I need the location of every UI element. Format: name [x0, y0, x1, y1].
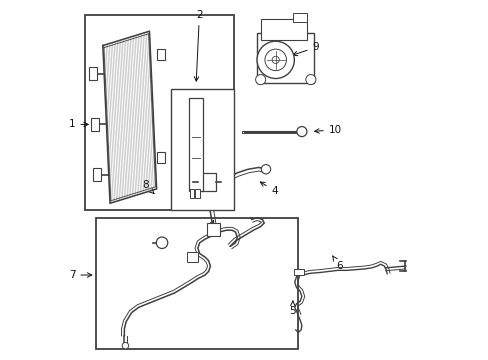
Text: 6: 6	[332, 256, 342, 271]
Bar	[198, 173, 215, 191]
Text: 3: 3	[206, 220, 213, 233]
Text: 8: 8	[142, 180, 154, 194]
Bar	[189, 189, 194, 198]
Bar	[188, 98, 202, 191]
Bar	[260, 19, 306, 40]
Circle shape	[305, 75, 315, 85]
Bar	[171, 89, 233, 211]
Bar	[195, 189, 200, 198]
Bar	[156, 49, 164, 60]
Text: 2: 2	[194, 10, 203, 81]
Text: 1: 1	[69, 120, 88, 129]
Text: 5: 5	[289, 300, 295, 316]
Circle shape	[257, 41, 294, 78]
Bar	[292, 13, 306, 22]
Circle shape	[264, 49, 286, 71]
Text: 10: 10	[314, 125, 341, 135]
Text: 4: 4	[260, 182, 278, 196]
Circle shape	[156, 237, 167, 248]
Bar	[88, 67, 97, 80]
Circle shape	[271, 56, 279, 63]
Bar	[96, 218, 298, 348]
Circle shape	[296, 127, 306, 136]
Text: 9: 9	[292, 42, 319, 56]
Bar	[257, 33, 314, 83]
Bar	[156, 152, 164, 163]
Bar	[206, 223, 220, 235]
Circle shape	[261, 165, 270, 174]
Bar	[93, 168, 101, 181]
Circle shape	[122, 342, 128, 349]
Bar	[85, 15, 233, 211]
Bar	[91, 118, 99, 131]
Text: 7: 7	[69, 270, 92, 280]
Circle shape	[255, 75, 265, 85]
Bar	[187, 252, 198, 262]
Bar	[293, 269, 304, 275]
